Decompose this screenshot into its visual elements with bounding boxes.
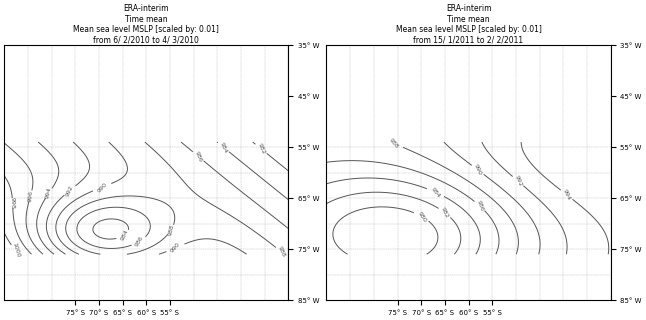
Text: 982: 982: [440, 206, 450, 219]
Text: 992: 992: [514, 175, 523, 188]
Title: ERA-interim
Time mean
Mean sea level MSLP [scaled by: 0.01]
from 6/ 2/2010 to 4/: ERA-interim Time mean Mean sea level MSL…: [73, 4, 219, 44]
Text: 988: 988: [277, 245, 286, 258]
Text: 980: 980: [417, 210, 428, 223]
Text: 994: 994: [562, 188, 572, 201]
Text: 994: 994: [45, 187, 52, 200]
Text: 998: 998: [10, 197, 16, 209]
Text: 984: 984: [430, 186, 442, 199]
Text: 984: 984: [219, 141, 228, 154]
Text: 988: 988: [388, 138, 400, 150]
Text: 1000: 1000: [11, 242, 20, 259]
Text: 990: 990: [170, 242, 182, 254]
Title: ERA-interim
Time mean
Mean sea level MSLP [scaled by: 0.01]
from 15/ 1/2011 to 2: ERA-interim Time mean Mean sea level MSL…: [395, 4, 541, 44]
Text: 992: 992: [65, 184, 74, 197]
Text: 986: 986: [194, 150, 203, 163]
Text: 990: 990: [473, 164, 483, 176]
Text: 984: 984: [120, 228, 130, 241]
Text: 990: 990: [96, 181, 108, 193]
Text: 996: 996: [28, 189, 34, 202]
Text: 986: 986: [134, 235, 145, 248]
Text: 982: 982: [256, 142, 266, 155]
Text: 988: 988: [167, 223, 175, 236]
Text: 986: 986: [475, 200, 484, 212]
